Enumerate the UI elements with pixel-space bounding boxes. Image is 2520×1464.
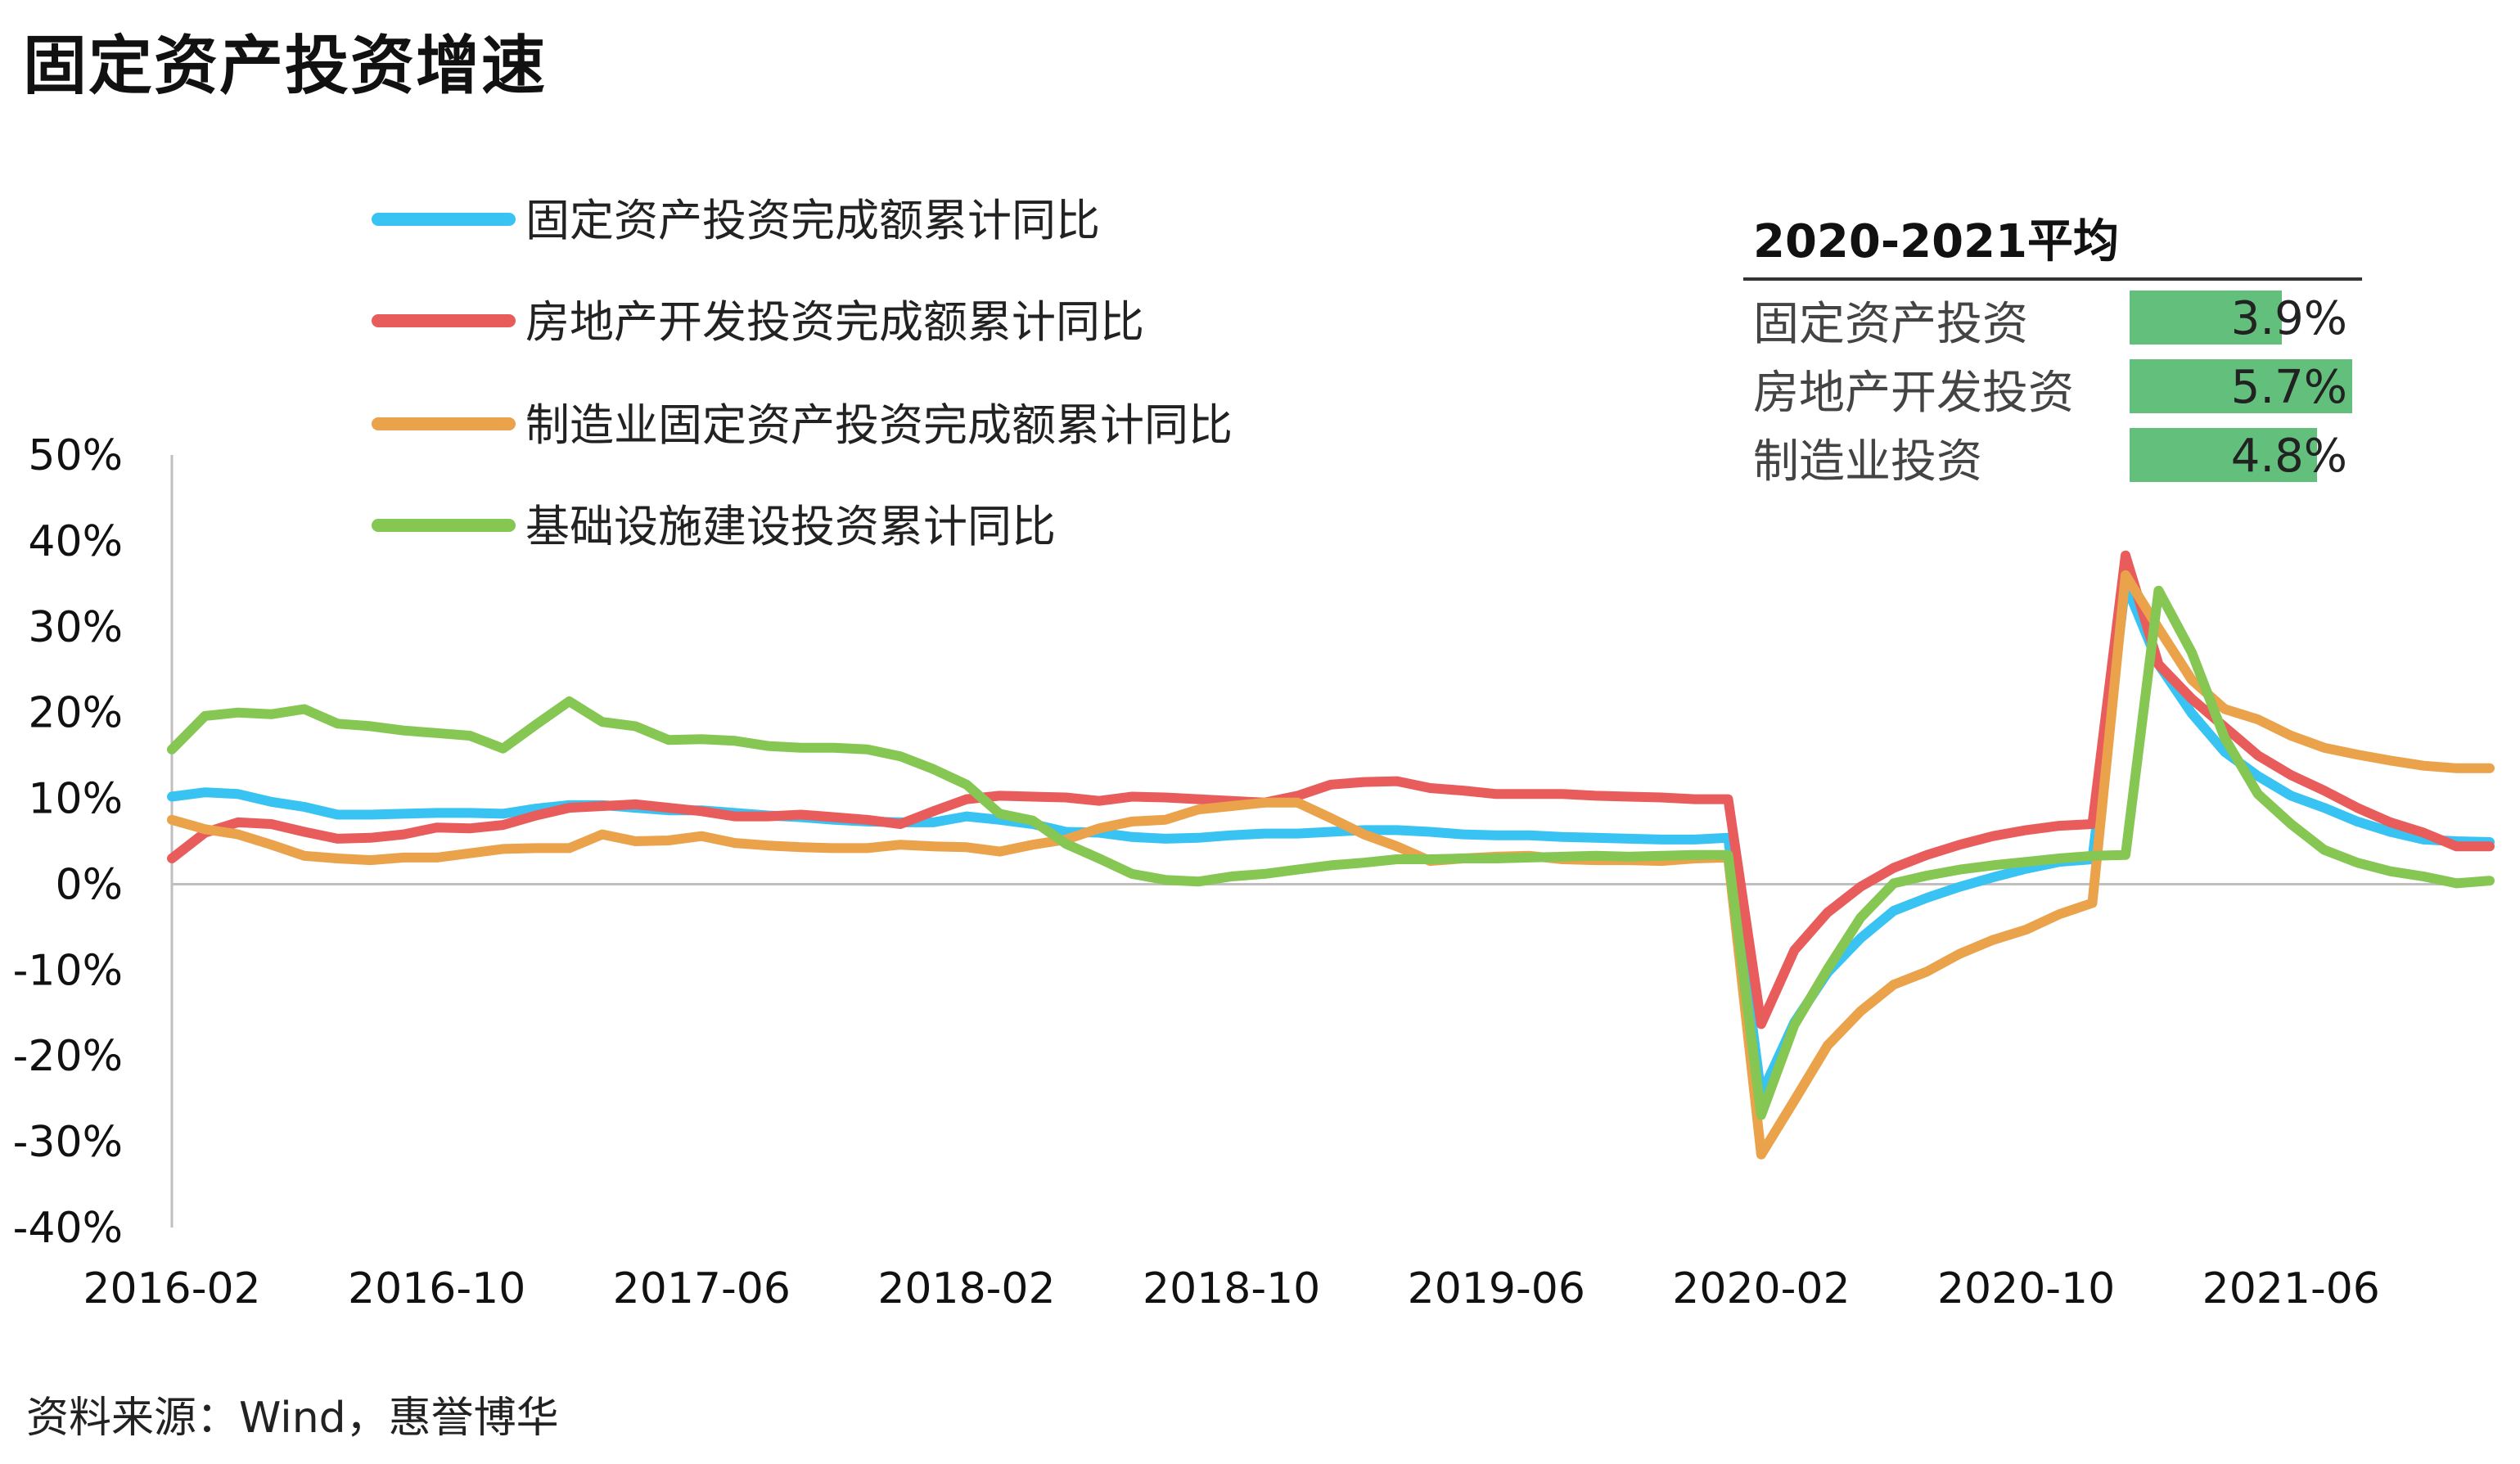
average-row-fixed-asset: 固定资产投资 3.9% [1743,281,2362,351]
x-tick-label: 2018-02 [877,1264,1055,1313]
average-row-label: 制造业投资 [1753,435,1982,489]
x-tick-label: 2020-10 [1937,1264,2115,1313]
legend: 固定资产投资完成额累计同比房地产开发投资完成额累计同比制造业固定资产投资完成额累… [372,195,1233,552]
series-line-3 [167,585,2495,1120]
x-tick-label: 2016-02 [83,1264,260,1313]
average-bar-track: 4.8% [2130,428,2352,483]
average-row-real-estate: 房地产开发投资 5.7% [1743,349,2362,420]
series-line-0 [167,579,2495,1100]
legend-label-1: 房地产开发投资完成额累计同比 [525,296,1144,348]
axes: 50% 40% 30% 20% 10% 0% -10% -20% -30% -40% 2016-02… [13,431,2490,1313]
average-bar-fill [2130,291,2283,345]
average-bar-fill [2130,428,2318,482]
y-tick-label: -40% [13,1204,123,1253]
legend-label-0: 固定资产投资完成额累计同比 [525,195,1100,246]
average-row-manufacturing: 制造业投资 4.8% [1743,418,2362,489]
x-tick-label: 2020-02 [1672,1264,1850,1313]
x-tick-label: 2017-06 [613,1264,791,1313]
y-tick-label: -10% [13,946,123,995]
average-table-title: 2020-2021平均 [1743,205,2362,281]
y-tick-label: 0% [56,860,124,909]
average-value: 5.7% [2230,361,2347,414]
x-tick-label: 2018-10 [1143,1264,1320,1313]
x-tick-label: 2016-10 [348,1264,525,1313]
series-line-2 [167,570,2495,1160]
average-bar-fill [2130,359,2352,413]
chart-title: 固定资产投资增速 [23,29,548,103]
y-tick-label: 10% [28,775,123,824]
source-note: 资料来源：Wind，惠誉博华 [26,1394,559,1443]
y-tick-label: -30% [13,1118,123,1167]
average-row-label: 固定资产投资 [1753,298,2028,351]
average-bar-track: 5.7% [2130,359,2352,414]
y-tick-label: -20% [13,1032,123,1081]
average-row-label: 房地产开发投资 [1753,367,2074,420]
average-value: 3.9% [2230,292,2347,345]
y-tick-label: 50% [28,431,123,480]
y-tick-label: 20% [28,689,123,738]
x-tick-label: 2021-06 [2202,1264,2380,1313]
legend-label-2: 制造业固定资产投资完成额累计同比 [525,399,1233,451]
x-tick-label: 2019-06 [1408,1264,1585,1313]
y-tick-label: 40% [28,517,123,566]
series-line-1 [167,550,2495,1029]
series-lines [167,550,2495,1160]
average-table: 2020-2021平均 固定资产投资 3.9% 房地产开发投资 5.7% 制造业… [1743,205,2362,489]
average-value: 4.8% [2230,430,2347,483]
y-tick-label: 30% [28,603,123,652]
average-bar-track: 3.9% [2130,291,2352,345]
line-chart: 固定资产投资完成额累计同比房地产开发投资完成额累计同比制造业固定资产投资完成额累… [13,195,2495,1313]
legend-label-3: 基础设施建设投资累计同比 [525,501,1056,552]
